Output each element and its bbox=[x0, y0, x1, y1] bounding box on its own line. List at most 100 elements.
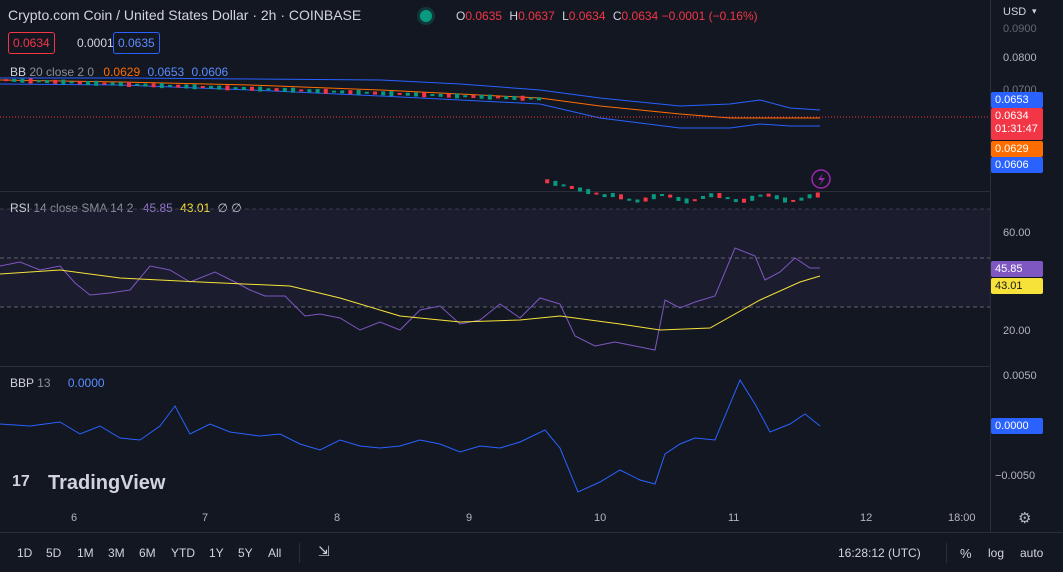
candle bbox=[553, 180, 558, 186]
candle bbox=[86, 81, 90, 86]
candle bbox=[512, 95, 517, 100]
candle bbox=[118, 82, 123, 87]
candle bbox=[758, 194, 763, 197]
candle bbox=[94, 80, 99, 86]
candle bbox=[381, 91, 386, 96]
chevron-down-icon[interactable]: ▾ bbox=[1032, 6, 1037, 16]
candle bbox=[323, 88, 328, 94]
footer-separator bbox=[946, 543, 947, 563]
candle bbox=[102, 82, 107, 85]
candle bbox=[676, 196, 681, 201]
candle bbox=[643, 197, 648, 202]
candle bbox=[266, 88, 271, 91]
candles bbox=[4, 78, 820, 204]
candle bbox=[200, 86, 205, 89]
pane-divider[interactable] bbox=[0, 191, 990, 192]
lightning-icon-glyph bbox=[818, 173, 825, 186]
date-axis-label: 18:00 bbox=[948, 512, 976, 524]
candle bbox=[389, 91, 394, 97]
percent-toggle[interactable]: % bbox=[960, 546, 972, 561]
range-3m[interactable]: 3M bbox=[108, 546, 125, 560]
candle bbox=[69, 81, 74, 84]
candle bbox=[709, 193, 714, 198]
tradingview-watermark: TradingView bbox=[48, 472, 166, 494]
candle bbox=[504, 96, 509, 100]
symbol-title[interactable]: Crypto.com Coin / United States Dollar ·… bbox=[8, 7, 362, 23]
price-axis-label: 0.0900 bbox=[1003, 23, 1037, 35]
date-range-icon[interactable]: ⇲ bbox=[318, 543, 330, 559]
price-axis-label: 0.0800 bbox=[1003, 52, 1037, 64]
candle bbox=[405, 92, 410, 96]
bbp-legend[interactable]: BBP 13 0.0000 bbox=[10, 376, 105, 390]
candle bbox=[701, 195, 705, 199]
candle bbox=[241, 86, 246, 90]
auto-toggle[interactable]: auto bbox=[1020, 546, 1044, 560]
candle bbox=[635, 199, 640, 203]
candle bbox=[225, 85, 230, 91]
candle bbox=[4, 79, 8, 82]
candle bbox=[766, 193, 771, 197]
candle bbox=[53, 79, 58, 84]
candle bbox=[299, 89, 304, 92]
candle bbox=[430, 94, 435, 97]
log-toggle[interactable]: log bbox=[988, 546, 1005, 560]
date-axis-label: 7 bbox=[202, 512, 209, 524]
range-5y[interactable]: 5Y bbox=[238, 546, 253, 560]
range-1y[interactable]: 1Y bbox=[209, 546, 224, 560]
market-status-icon bbox=[420, 10, 432, 22]
currency-selector[interactable]: USD bbox=[1003, 6, 1027, 18]
candle bbox=[717, 193, 722, 199]
candle bbox=[12, 78, 17, 82]
pane-divider[interactable] bbox=[0, 366, 990, 367]
range-all[interactable]: All bbox=[268, 546, 282, 560]
bb-lower-line bbox=[0, 83, 820, 129]
candle bbox=[594, 192, 599, 195]
rsi-legend[interactable]: RSI 14 close SMA 14 2 45.85 43.01 ∅ ∅ bbox=[10, 201, 242, 215]
candle bbox=[143, 83, 148, 87]
clock-time[interactable]: 16:28:12 (UTC) bbox=[838, 546, 921, 560]
date-axis-label: 9 bbox=[466, 512, 473, 524]
buy-button[interactable]: 0.0635 bbox=[113, 32, 160, 54]
candle bbox=[619, 194, 623, 200]
candle bbox=[528, 97, 533, 100]
candle bbox=[455, 93, 459, 99]
candle bbox=[110, 82, 115, 86]
candle bbox=[537, 97, 541, 101]
candle bbox=[774, 195, 779, 200]
candle bbox=[176, 84, 181, 88]
candle bbox=[750, 195, 755, 201]
footer-divider bbox=[0, 532, 1063, 533]
candle bbox=[446, 93, 451, 98]
bb-lower-tag: 0.0606 bbox=[991, 157, 1043, 173]
candle bbox=[159, 83, 164, 89]
sell-button[interactable]: 0.0634 bbox=[8, 32, 55, 54]
bb-legend[interactable]: BB 20 close 2 0 0.0629 0.0653 0.0606 bbox=[10, 65, 229, 79]
candle bbox=[45, 80, 49, 84]
bb-basis-tag: 0.0629 bbox=[991, 141, 1043, 157]
candle bbox=[151, 83, 156, 88]
range-6m[interactable]: 6M bbox=[139, 546, 156, 560]
date-axis-label: 6 bbox=[71, 512, 78, 524]
candle bbox=[807, 194, 812, 199]
candle bbox=[684, 198, 689, 204]
candle bbox=[77, 81, 82, 85]
candle bbox=[791, 199, 796, 202]
rsi-sma-line bbox=[0, 269, 821, 331]
range-1d[interactable]: 1D bbox=[17, 546, 33, 560]
candle bbox=[36, 80, 41, 83]
rsi-line bbox=[0, 247, 820, 351]
candle bbox=[258, 86, 263, 92]
candle bbox=[487, 94, 492, 100]
range-1m[interactable]: 1M bbox=[77, 546, 94, 560]
candle bbox=[668, 194, 673, 198]
range-ytd[interactable]: YTD bbox=[171, 546, 195, 560]
candle bbox=[414, 92, 418, 97]
chart-canvas[interactable] bbox=[0, 0, 990, 532]
range-5d[interactable]: 5D bbox=[46, 546, 62, 560]
candle bbox=[799, 197, 804, 201]
candle bbox=[332, 90, 336, 93]
candle bbox=[578, 187, 582, 192]
gear-icon[interactable]: ⚙ bbox=[1018, 510, 1032, 527]
candle bbox=[307, 89, 312, 93]
candle bbox=[479, 94, 484, 99]
